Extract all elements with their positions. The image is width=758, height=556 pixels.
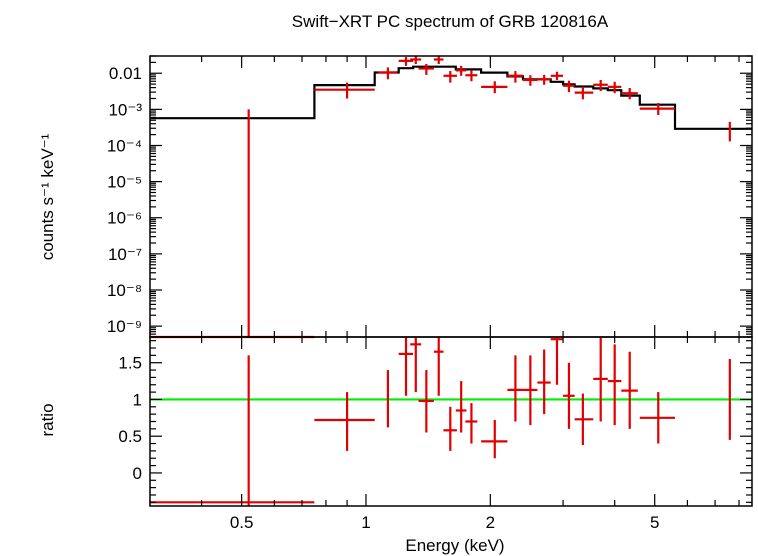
- bottom-panel: 0.5 1 2 5 0 0.5 1 1.5: [118, 336, 753, 532]
- ratio-point-15: [550, 337, 564, 385]
- top-axes: 0.01 10⁻³ 10⁻⁴ 10⁻⁵ 10⁻⁶ 10⁻⁷ 10⁻⁸ 10⁻⁹: [107, 55, 753, 338]
- data-point-5: [410, 56, 422, 65]
- data-point-8: [443, 71, 457, 83]
- y-tick-label: 1.5: [118, 354, 142, 373]
- y-tick-label: 0: [133, 464, 142, 483]
- data-point-18: [593, 79, 608, 92]
- data-point-16: [563, 80, 575, 93]
- top-panel: 0.01 10⁻³ 10⁻⁴ 10⁻⁵ 10⁻⁶ 10⁻⁷ 10⁻⁸ 10⁻⁹: [107, 55, 753, 339]
- ratio-point-13: [523, 355, 538, 426]
- data-point-6: [418, 64, 434, 75]
- ratio-point-10: [465, 403, 478, 444]
- y-tick-label: 0.01: [109, 64, 142, 83]
- data-point-2: [314, 82, 375, 99]
- data-point-1: [150, 109, 315, 339]
- data-point-4: [398, 57, 414, 66]
- ratio-point-1: [150, 355, 315, 506]
- x-tick-label: 0.5: [230, 513, 254, 532]
- ratio-point-11: [481, 420, 508, 459]
- ratio-point-4: [398, 337, 414, 396]
- x-axis-label: Energy (keV): [405, 536, 504, 555]
- ratio-point-17: [574, 393, 594, 446]
- ratio-point-19: [607, 344, 622, 426]
- data-points: [150, 56, 731, 339]
- ratio-point-2: [314, 392, 375, 451]
- data-point-13: [523, 75, 538, 86]
- data-point-19: [607, 81, 622, 94]
- ratio-point-20: [621, 351, 638, 429]
- ratio-point-9: [455, 381, 467, 433]
- y-tick-label: 0.5: [118, 427, 142, 446]
- y-tick-label: 10⁻⁷: [108, 245, 142, 264]
- ratio-point-16: [563, 362, 575, 429]
- ratio-point-21: [639, 392, 676, 444]
- data-point-3: [378, 67, 398, 80]
- ratio-point-8: [443, 406, 457, 451]
- data-point-12: [507, 71, 524, 83]
- ratio-point-18: [593, 337, 608, 422]
- bottom-y-axis-label: ratio: [38, 403, 57, 436]
- ratio-point-14: [537, 349, 551, 415]
- ratio-point-7: [433, 337, 444, 396]
- x-tick-label: 5: [650, 513, 659, 532]
- ratio-point-12: [507, 355, 524, 422]
- ratio-point-6: [418, 370, 434, 433]
- data-point-17: [574, 86, 594, 100]
- data-point-11: [481, 81, 508, 94]
- data-point-20: [621, 88, 638, 100]
- ratio-point-5: [410, 337, 422, 393]
- y-tick-label: 10⁻³: [108, 100, 142, 119]
- data-point-10: [465, 70, 478, 82]
- y-tick-label: 10⁻⁶: [107, 209, 142, 228]
- top-frame: [149, 55, 753, 338]
- x-tick-label: 1: [361, 513, 370, 532]
- y-tick-label: 1: [133, 390, 142, 409]
- data-point-7: [433, 56, 444, 65]
- data-point-15: [550, 71, 564, 80]
- y-tick-label: 10⁻⁵: [107, 173, 142, 192]
- ratio-points: [150, 337, 731, 506]
- data-point-14: [537, 74, 551, 85]
- top-y-axis-label: counts s⁻¹ keV⁻¹: [38, 133, 57, 260]
- data-point-21: [639, 103, 676, 115]
- bottom-axes: 0.5 1 2 5 0 0.5 1 1.5: [118, 336, 753, 532]
- y-tick-label: 10⁻⁸: [107, 281, 142, 300]
- data-point-9: [455, 65, 467, 76]
- x-tick-label: 2: [486, 513, 495, 532]
- y-tick-label: 10⁻⁴: [107, 136, 142, 155]
- chart-title: Swift−XRT PC spectrum of GRB 120816A: [292, 12, 609, 31]
- y-tick-label: 10⁻⁹: [107, 317, 142, 336]
